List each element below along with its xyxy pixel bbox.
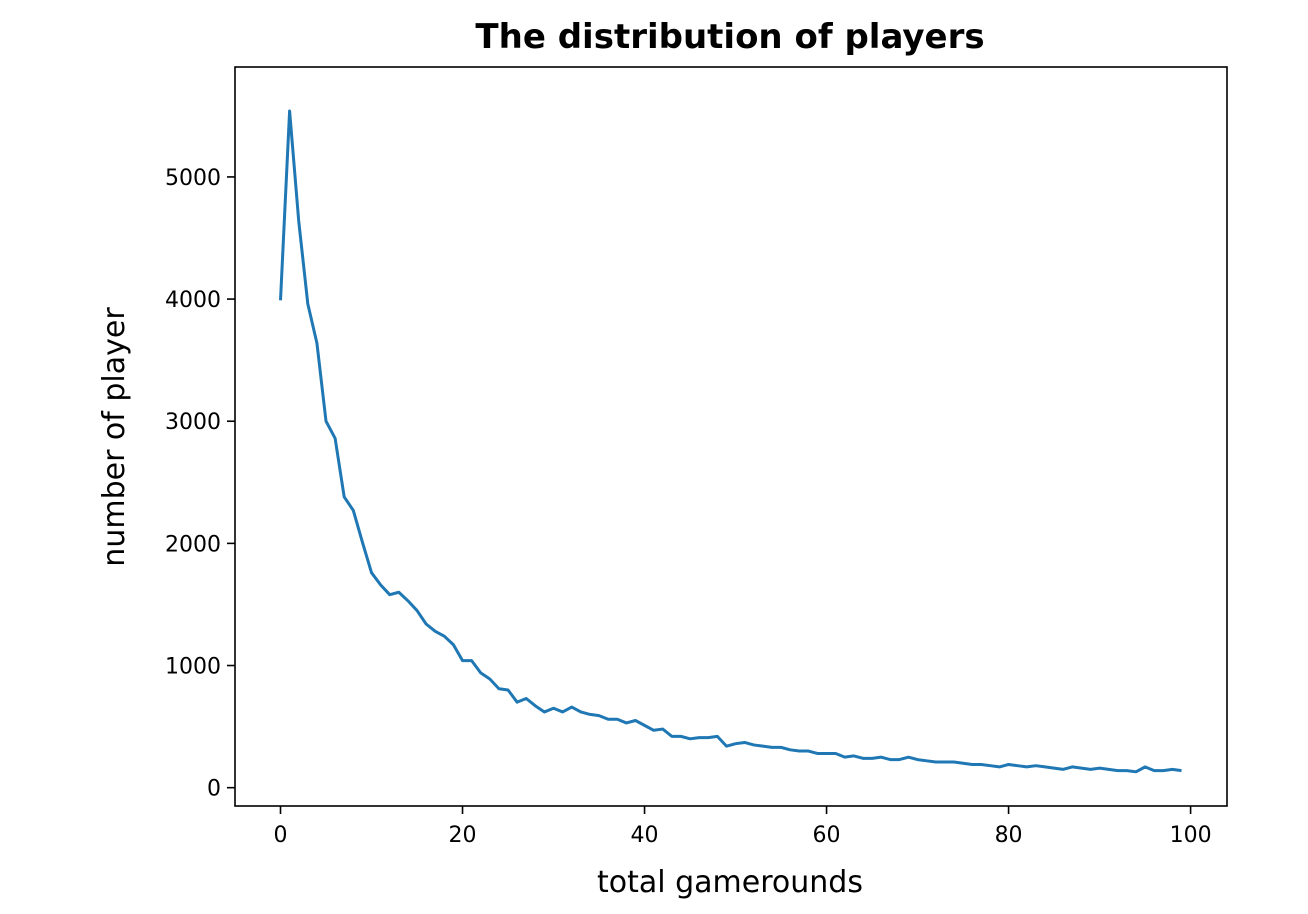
plot-frame [234, 66, 1228, 807]
x-tick-label: 0 [274, 823, 288, 848]
x-axis-label: total gamerounds [597, 865, 863, 900]
series-line [279, 109, 1182, 774]
plot-area [234, 66, 1228, 807]
y-tick-label: 2000 [165, 532, 221, 557]
x-tick-label: 20 [449, 823, 477, 848]
chart-title: The distribution of players [475, 17, 984, 57]
y-tick-label: 5000 [165, 166, 221, 191]
x-axis: 0 20 40 60 80 100 [274, 806, 1212, 848]
x-tick-label: 60 [813, 823, 841, 848]
y-axis: 0 1000 2000 3000 4000 5000 [165, 166, 235, 802]
x-tick-label: 40 [631, 823, 659, 848]
x-tick-label: 80 [995, 823, 1023, 848]
y-tick-label: 3000 [165, 410, 221, 435]
y-axis-label: number of player [97, 307, 132, 567]
y-tick-label: 1000 [165, 655, 221, 680]
y-tick-label: 4000 [165, 288, 221, 313]
x-tick-label: 100 [1170, 823, 1212, 848]
y-tick-label: 0 [207, 777, 221, 802]
